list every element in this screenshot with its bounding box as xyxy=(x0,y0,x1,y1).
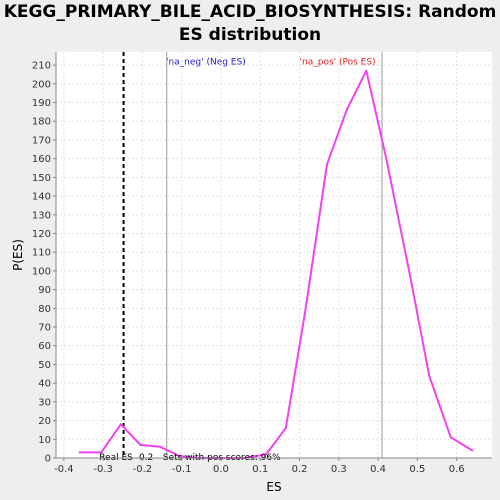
data-point xyxy=(159,445,162,448)
annotation-label: 'na_neg' (Neg ES) xyxy=(166,57,246,67)
y-tick-label: 50 xyxy=(38,360,51,371)
y-tick-label: 40 xyxy=(38,379,51,390)
plot-area xyxy=(56,52,492,458)
x-tick-label: 0.5 xyxy=(409,464,425,475)
reference-lines xyxy=(122,52,383,458)
data-point xyxy=(265,453,268,456)
data-point xyxy=(408,271,411,274)
y-tick-label: 160 xyxy=(32,154,51,165)
data-point xyxy=(345,109,348,111)
y-tick-label: 130 xyxy=(32,210,51,221)
x-tick-label: -0.4 xyxy=(54,464,74,475)
x-tick-label: 0.0 xyxy=(213,464,229,475)
chart-title-line1: KEGG_PRIMARY_BILE_ACID_BIOSYNTHESIS: Ran… xyxy=(3,2,497,22)
data-point xyxy=(471,449,474,452)
x-tick-label: 0.4 xyxy=(370,464,386,475)
y-tick-label: 0 xyxy=(45,454,51,465)
y-tick-label: 170 xyxy=(32,135,51,146)
y-tick-label: 60 xyxy=(38,341,51,352)
data-point xyxy=(178,455,181,458)
y-tick-label: 120 xyxy=(32,229,51,240)
y-tick-label: 200 xyxy=(32,79,51,90)
data-point xyxy=(139,443,142,446)
data-point xyxy=(449,436,452,439)
y-tick-label: 10 xyxy=(38,435,51,446)
y-tick-label: 140 xyxy=(32,192,51,203)
y-tick-label: 100 xyxy=(32,266,51,277)
x-tick-label: 0.6 xyxy=(449,464,465,475)
x-tick-label: -0.2 xyxy=(133,464,153,475)
data-point xyxy=(384,155,387,158)
x-tick-label: -0.1 xyxy=(172,464,192,475)
y-tick-label: 80 xyxy=(38,304,51,315)
y-tick-label: 180 xyxy=(32,117,51,128)
es-distribution-line xyxy=(79,69,473,459)
x-tick-label: -0.3 xyxy=(93,464,113,475)
y-tick-label: 190 xyxy=(32,98,51,109)
x-tick-label: 0.3 xyxy=(331,464,347,475)
y-tick-label: 110 xyxy=(32,248,51,259)
annotation-label: 'na_pos' (Pos ES) xyxy=(300,57,376,67)
x-tick-label: 0.1 xyxy=(252,464,268,475)
grid xyxy=(56,52,492,459)
data-point xyxy=(428,374,431,377)
data-point xyxy=(284,427,287,430)
data-point xyxy=(78,451,81,454)
series-layer xyxy=(78,69,474,459)
x-tick-label: 0.2 xyxy=(292,464,308,475)
data-point xyxy=(304,309,307,312)
data-point xyxy=(326,163,329,166)
data-point xyxy=(365,69,368,72)
y-tick-label: 90 xyxy=(38,285,51,296)
y-tick-label: 150 xyxy=(32,173,51,184)
chart-title-line2: ES distribution xyxy=(178,25,322,45)
y-tick-label: 30 xyxy=(38,397,51,408)
data-point xyxy=(100,451,103,454)
y-axis-label: P(ES) xyxy=(11,239,25,271)
axes: 0 10 20 30 40 50 60 70 80 90 100 110 120 130 140 150 160… xyxy=(32,52,492,475)
y-tick-label: 70 xyxy=(38,323,51,334)
y-tick-label: 210 xyxy=(32,61,51,72)
x-axis-label: ES xyxy=(266,480,281,494)
chart-title: KEGG_PRIMARY_BILE_ACID_BIOSYNTHESIS: Ran… xyxy=(0,1,500,47)
y-tick-label: 20 xyxy=(38,416,51,427)
data-point xyxy=(119,423,122,426)
